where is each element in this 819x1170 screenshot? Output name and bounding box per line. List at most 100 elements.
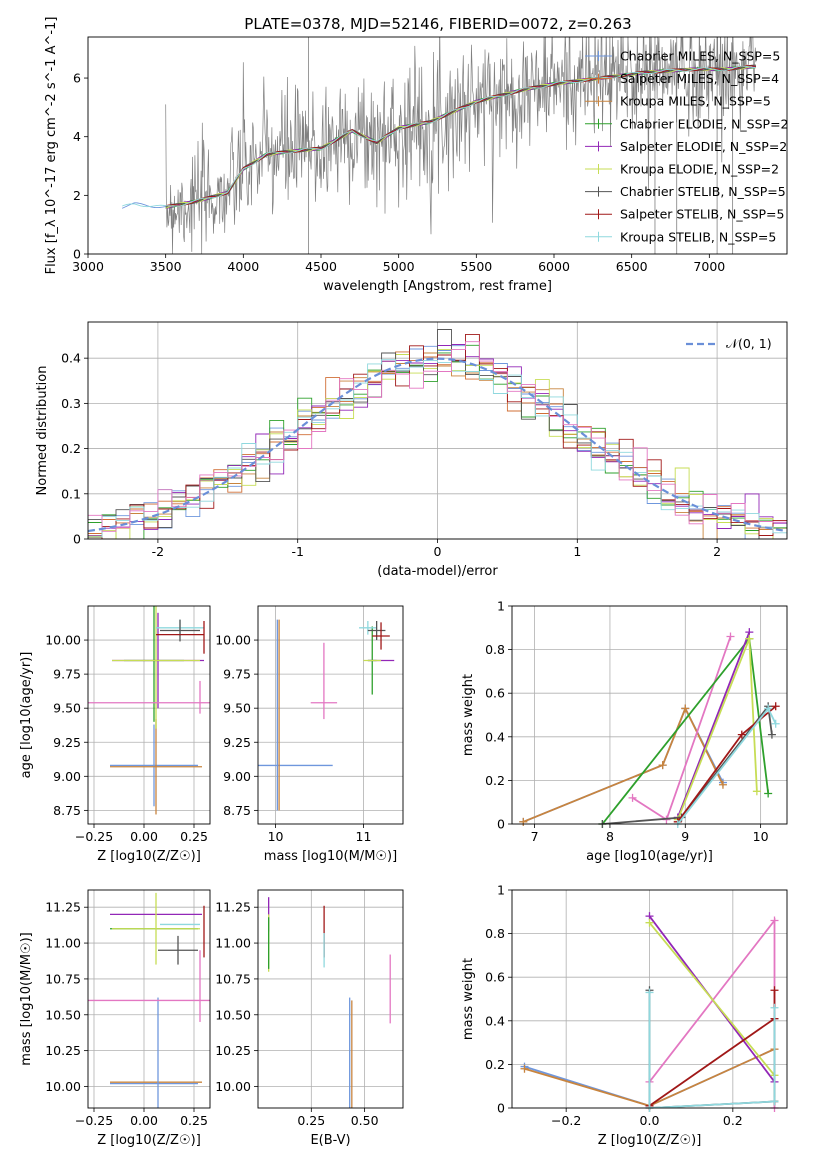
y-tick-label: 0.6 [485,970,505,985]
weight-point-marker [770,986,779,995]
x-axis-label: E(B-V) [310,1133,350,1148]
x-tick-label: 10 [753,829,769,844]
y-tick-label: 0.8 [485,642,505,657]
y-tick-label: 0.4 [61,351,81,366]
y-axis-label: mass weight [461,674,476,756]
y-tick-label: 8.75 [223,803,251,818]
y-tick-label: 10.00 [45,1079,81,1094]
legend-label: Salpeter STELIB, N_SSP=5 [620,207,784,222]
y-tick-label: 0.4 [485,729,505,744]
panel-weight-vs-Z: −0.2 0.0 0.2 0 0.2 0.4 0.6 0.8 1 [485,883,787,1128]
weight-point-marker [718,780,727,789]
x-tick-label: 11 [356,829,372,844]
y-tick-label: 0.2 [485,1057,505,1072]
y-tick-label: 9.50 [53,701,81,716]
y-tick-label: 0.6 [485,686,505,701]
x-tick-label: 0.2 [723,1113,743,1128]
x-tick-label: 0.50 [351,1113,379,1128]
weight-point-marker [770,916,779,925]
residual-histogram-line [88,341,787,532]
spectrum-model-line [165,65,756,207]
weight-series-line [602,704,773,824]
axes-frame [87,889,211,1109]
weight-point-marker [771,702,780,711]
weight-series-line [676,638,758,820]
weight-point-marker [520,1064,529,1073]
weight-point-marker [645,988,654,997]
legend-label: 𝒩(0, 1) [726,336,772,351]
x-tick-label: -2 [152,544,164,559]
y-tick-label: 10.25 [45,1043,81,1058]
spectrum-model-line [122,65,756,208]
weight-series-line [522,706,724,823]
y-tick-label: 9.25 [223,735,251,750]
y-tick-label: 9.25 [53,735,81,750]
legend-label: Salpeter ELODIE, N_SSP=2 [620,139,787,154]
weight-point-marker [770,1003,779,1012]
x-tick-label: 9 [681,829,689,844]
panel-age-vs-mass: 10 11 8.75 9.00 9.25 9.50 9.75 10.00 [215,606,403,844]
y-tick-label: 1 [497,883,505,898]
x-tick-label: 3000 [72,259,104,274]
weight-series-line [648,990,776,1108]
panel-weight-vs-age: 7 8 9 10 0 0.2 0.4 0.6 0.8 1 [485,599,787,844]
x-axis-label: wavelength [Angstrom, rest frame] [323,279,552,294]
panel-mass-vs-EBV: 0.25 0.50 10.00 10.25 10.50 10.75 11.00 11.25 [215,890,403,1128]
legend-label: Kroupa STELIB, N_SSP=5 [620,229,776,244]
legend-label: Kroupa MILES, N_SSP=5 [620,94,771,109]
x-tick-label: 4000 [227,259,259,274]
axes-frame [511,889,788,1109]
y-tick-label: 10.75 [45,971,81,986]
x-axis-label: Z [log10(Z/Z☉)] [97,1133,201,1148]
x-tick-label: −0.2 [551,1113,581,1128]
y-tick-label: 9.00 [223,769,251,784]
y-tick-label: 10.50 [215,1007,251,1022]
x-axis-label: Z [log10(Z/Z☉)] [598,1133,702,1148]
legend-label: Chabrier MILES, N_SSP=5 [620,49,780,64]
axes-frame [511,605,788,825]
x-tick-label: 0.25 [180,1113,208,1128]
y-tick-label: 10.00 [215,633,251,648]
axes-frame [257,889,404,1109]
weight-point-marker [519,817,528,826]
y-tick-label: 10.00 [45,633,81,648]
x-tick-label: 0.25 [180,829,208,844]
y-tick-label: 0 [497,817,505,832]
y-tick-label: 10.25 [215,1043,251,1058]
axes-frame [87,36,788,255]
x-tick-label: 3500 [150,259,182,274]
y-tick-label: 9.50 [223,701,251,716]
normal-curve-line [88,357,787,533]
x-tick-label: 10 [268,829,284,844]
legend-label: Kroupa ELODIE, N_SSP=2 [620,162,779,177]
x-tick-label: 6500 [616,259,648,274]
axes-frame [257,605,404,825]
x-tick-label: 5000 [383,259,415,274]
x-tick-label: 5500 [460,259,492,274]
y-tick-label: 11.00 [215,936,251,951]
y-axis-label: mass weight [461,958,476,1040]
x-axis-label: Z [log10(Z/Z☉)] [97,849,201,864]
y-axis-label: Normed distribution [35,366,50,496]
y-tick-label: 0.1 [61,486,81,501]
y-tick-label: 9.75 [223,667,251,682]
residual-histogram-line [88,359,787,538]
x-tick-label: 1 [573,544,581,559]
y-tick-label: 9.00 [53,769,81,784]
weight-point-marker [658,761,667,770]
weight-series-line [648,917,776,1108]
weight-point-marker [764,704,773,713]
x-axis-label: age [log10(age/yr)] [586,849,713,864]
x-tick-label: 7 [531,829,539,844]
weight-point-marker [737,730,746,739]
y-tick-label: 1 [497,599,505,614]
x-tick-label: -1 [291,544,303,559]
x-axis-label: (data-model)/error [377,564,498,579]
panel-spectrum: 3000 3500 4000 4500 5000 5500 6000 6500 7000 0 2 4 6 [72,71,725,274]
y-tick-label: 10.50 [45,1007,81,1022]
panel-mass-vs-Z: −0.25 0.00 0.25 10.00 10.25 10.50 10.75 11.00 11… [45,890,210,1128]
weight-point-marker [628,793,637,802]
panel-age-vs-Z: −0.25 0.00 0.25 8.75 9.00 9.25 9.50 9.75 10.00 [45,606,210,844]
weight-point-marker [764,789,773,798]
y-tick-label: 0.4 [485,1013,505,1028]
